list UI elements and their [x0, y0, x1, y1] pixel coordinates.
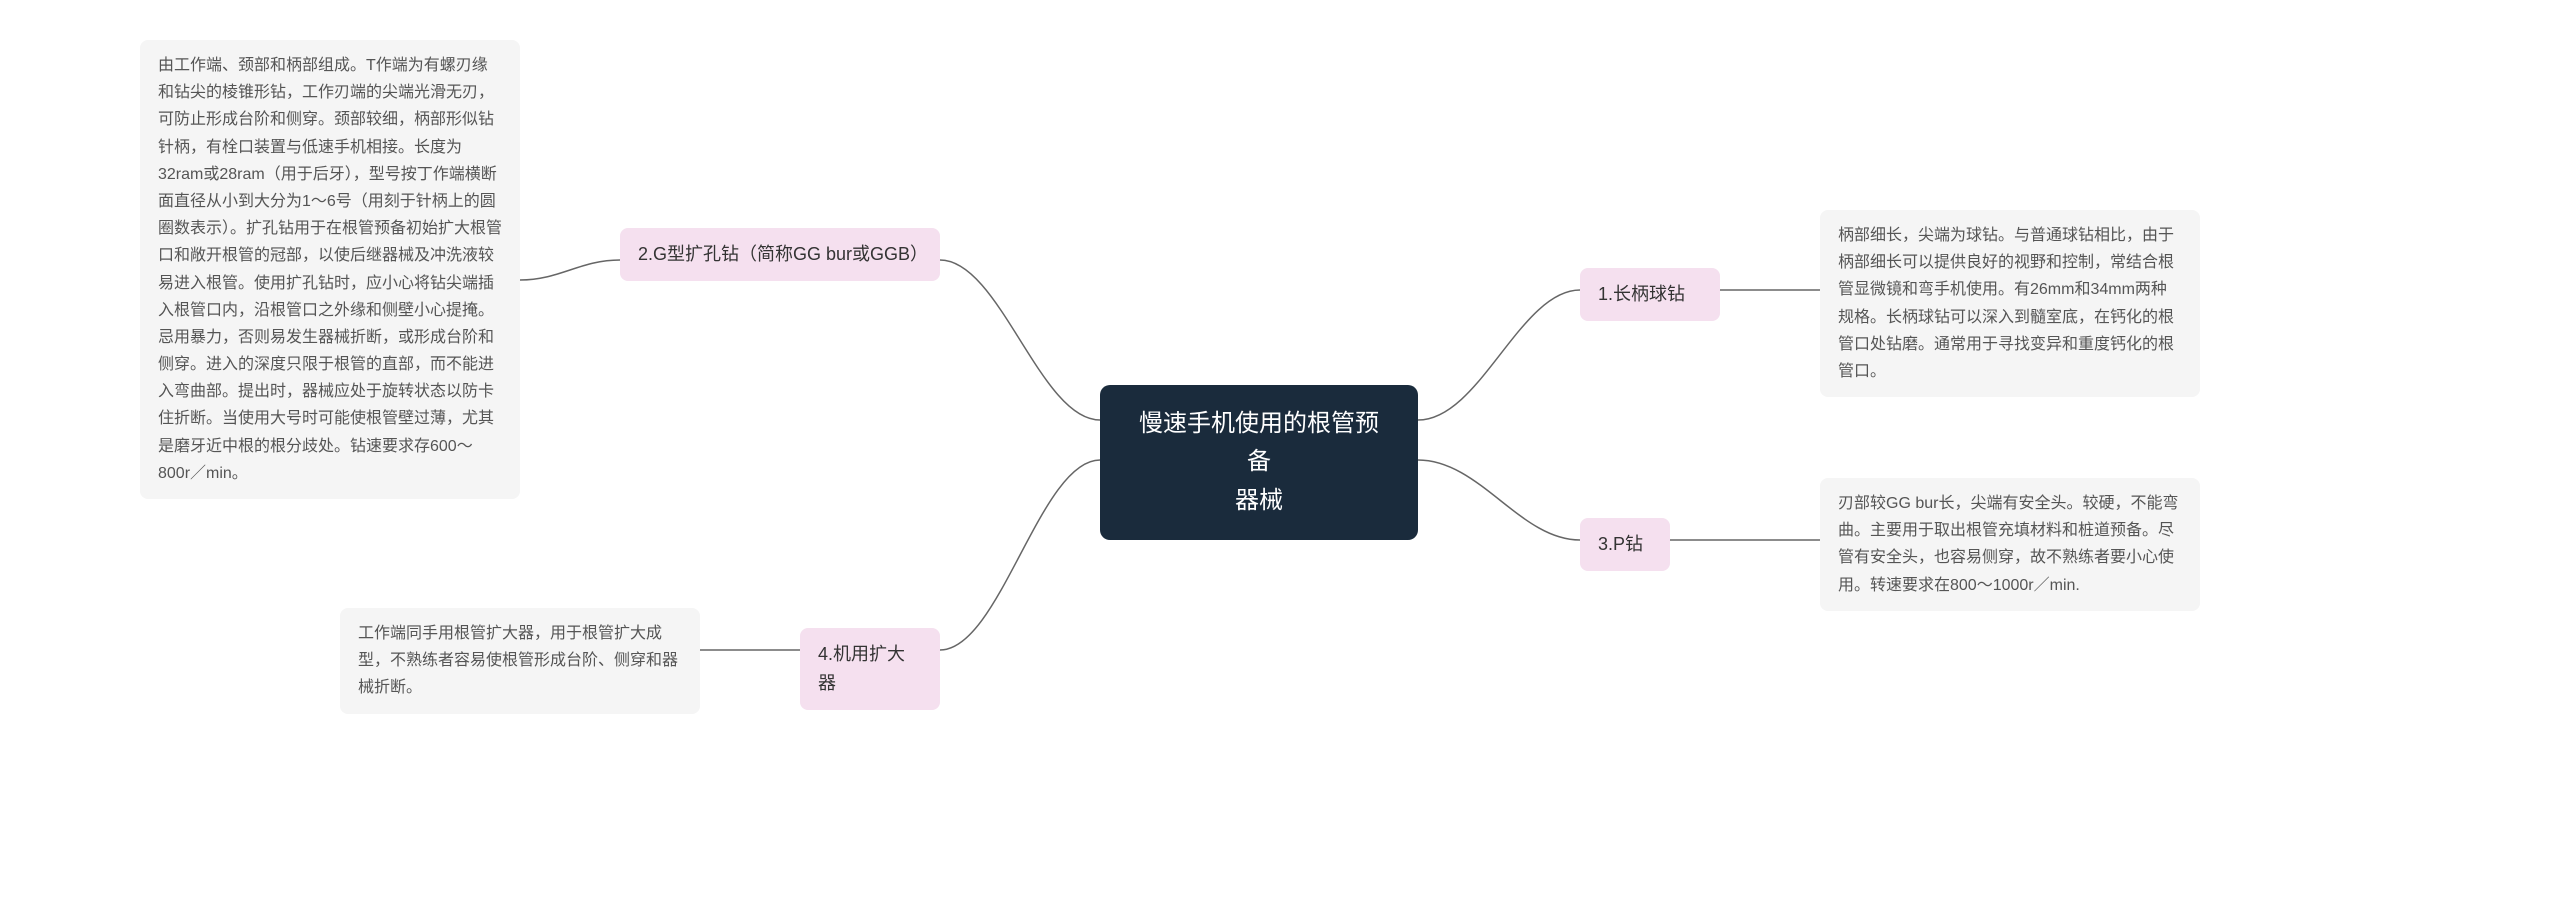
detail-gg-bur-text: 由工作端、颈部和柄部组成。T作端为有螺刃缘和钻尖的棱锥形钻，工作刃端的尖端光滑无…	[158, 57, 502, 482]
topic-p-drill: 3.P钻	[1580, 518, 1670, 571]
topic-gg-bur: 2.G型扩孔钻（简称GG bur或GGB）	[620, 228, 940, 281]
topic-gg-bur-label: 2.G型扩孔钻（简称GG bur或GGB）	[638, 244, 928, 264]
detail-machine-reamer-text: 工作端同手用根管扩大器，用于根管扩大成型，不熟练者容易使根管形成台阶、侧穿和器械…	[358, 625, 678, 696]
detail-p-drill-text: 刃部较GG bur长，尖端有安全头。较硬，不能弯曲。主要用于取出根管充填材料和桩…	[1838, 495, 2178, 594]
detail-p-drill: 刃部较GG bur长，尖端有安全头。较硬，不能弯曲。主要用于取出根管充填材料和桩…	[1820, 478, 2200, 611]
topic-long-shank-bur-label: 1.长柄球钻	[1598, 284, 1685, 304]
center-node: 慢速手机使用的根管预备 器械	[1100, 385, 1418, 540]
detail-long-shank-bur: 柄部细长，尖端为球钻。与普通球钻相比，由于柄部细长可以提供良好的视野和控制，常结…	[1820, 210, 2200, 397]
center-title-line1: 慢速手机使用的根管预备	[1128, 405, 1390, 482]
detail-long-shank-bur-text: 柄部细长，尖端为球钻。与普通球钻相比，由于柄部细长可以提供良好的视野和控制，常结…	[1838, 227, 2174, 380]
detail-machine-reamer: 工作端同手用根管扩大器，用于根管扩大成型，不熟练者容易使根管形成台阶、侧穿和器械…	[340, 608, 700, 714]
topic-machine-reamer: 4.机用扩大器	[800, 628, 940, 710]
topic-machine-reamer-label: 4.机用扩大器	[818, 644, 905, 693]
detail-gg-bur: 由工作端、颈部和柄部组成。T作端为有螺刃缘和钻尖的棱锥形钻，工作刃端的尖端光滑无…	[140, 40, 520, 499]
topic-p-drill-label: 3.P钻	[1598, 534, 1643, 554]
center-title-line2: 器械	[1128, 482, 1390, 520]
topic-long-shank-bur: 1.长柄球钻	[1580, 268, 1720, 321]
